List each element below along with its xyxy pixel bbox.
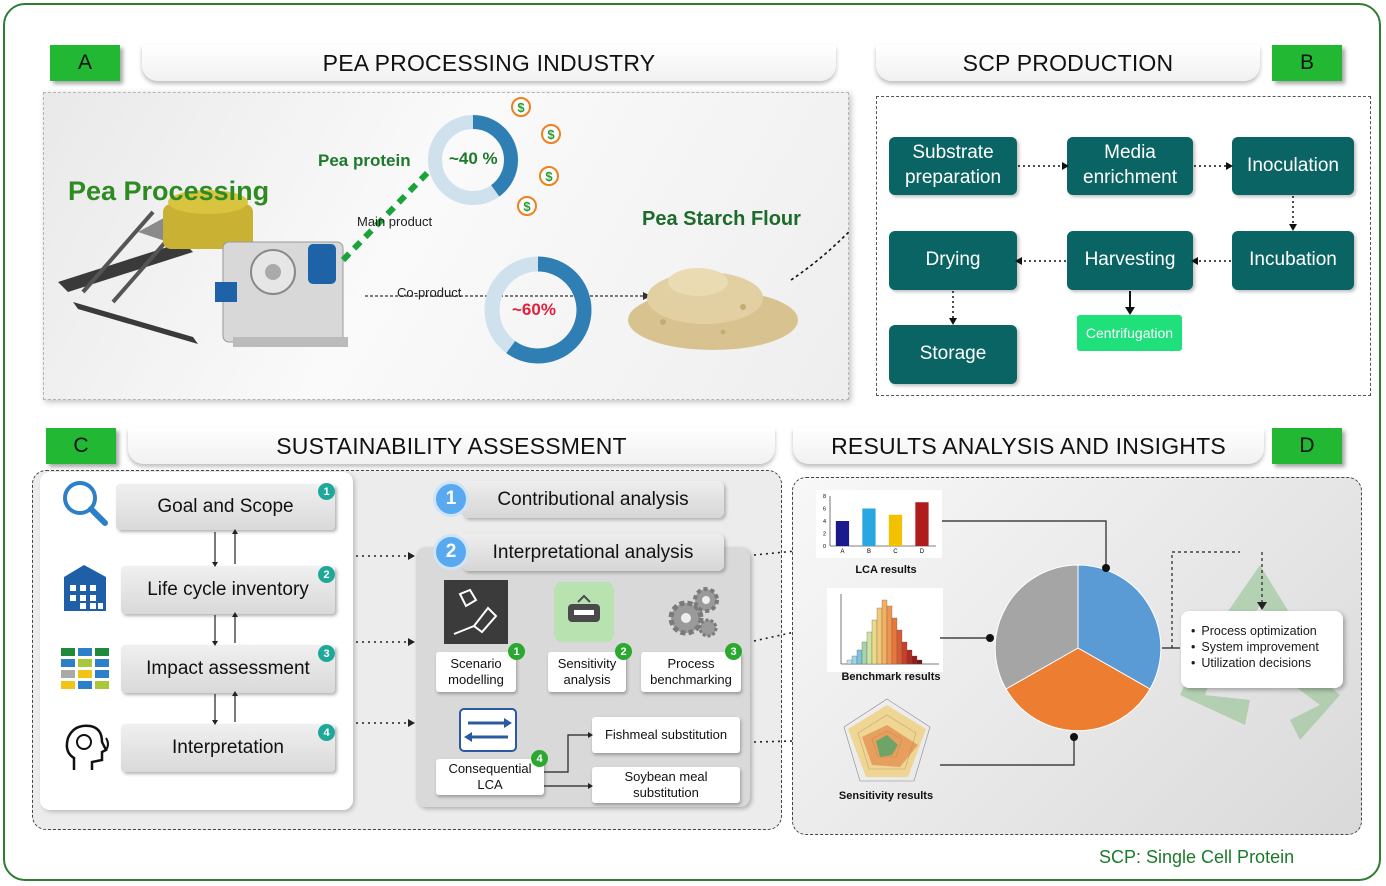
results-pie-chart: [940, 520, 1240, 766]
lca-tick-label: 0: [823, 544, 826, 550]
panel-c-label: C: [46, 428, 116, 464]
lca-category-label: B: [867, 549, 871, 555]
benchmark-results-caption: Benchmark results: [841, 671, 941, 683]
consequential-lca-label: Consequential LCA: [436, 759, 544, 795]
panel-c-title: SUSTAINABILITY ASSESSMENT: [128, 428, 775, 464]
starch-flour-label: Pea Starch Flour: [642, 208, 801, 230]
lca-category-label: D: [920, 549, 925, 555]
pea-processing-machine-illustration: [58, 190, 348, 347]
tool-badge: 1: [508, 643, 525, 660]
head-icon: [65, 724, 109, 770]
co-product-label: Co-product: [397, 285, 462, 300]
step-badge: 1: [318, 483, 335, 500]
main-product-label: Main product: [357, 214, 433, 229]
contributional-analysis-box: Contributional analysis: [462, 481, 724, 518]
main-product-link: [340, 164, 436, 263]
inoculation-step: Inoculation: [1232, 137, 1354, 195]
lca-results-caption: LCA results: [855, 564, 917, 576]
panel-a-title: PEA PROCESSING INDUSTRY: [142, 45, 836, 81]
panel-d-label: D: [1272, 428, 1342, 464]
footnote: SCP: Single Cell Protein: [1099, 847, 1295, 867]
panel-a-label: A: [50, 45, 120, 81]
panel-b-title: SCP PRODUCTION: [876, 45, 1260, 81]
panel-a-graphics: $ $ $ $: [58, 97, 849, 364]
lca-category-label: C: [893, 549, 898, 555]
insight-item: Process optimization: [1191, 623, 1343, 639]
svg-text:$: $: [517, 100, 525, 115]
soybean-meal-substitution-box: Soybean meal substitution: [592, 767, 740, 803]
lca-category-label: A: [840, 549, 844, 555]
magnifier-icon: [63, 481, 108, 526]
sensitivity-analysis-label: Sensitivity analysis: [548, 652, 626, 692]
matrix-icon: [61, 648, 109, 689]
impact-assessment-step: Impact assessment: [121, 645, 335, 693]
storage-step: Storage: [889, 325, 1017, 384]
pea-processing-title: Pea Processing: [68, 176, 270, 206]
lca-tick-label: 4: [823, 519, 826, 525]
lca-tick-label: 6: [823, 507, 826, 513]
lca-bar: [888, 514, 903, 546]
panel-d-title: RESULTS ANALYSIS AND INSIGHTS: [793, 428, 1264, 464]
sensitivity-radar-chart: [843, 698, 931, 782]
insight-item: Utilization decisions: [1191, 655, 1343, 671]
insight-arrow: [1257, 552, 1267, 610]
lca-tick-label: 2: [823, 532, 826, 538]
goal-scope-step: Goal and Scope: [116, 484, 335, 530]
svg-text:$: $: [523, 199, 531, 214]
starch-flour-illustration: [628, 268, 798, 350]
scenario-modelling-icon: [444, 580, 508, 644]
scenario-modelling-label: Scenario modelling: [436, 652, 516, 692]
insight-item: System improvement: [1191, 639, 1343, 655]
fishmeal-substitution-box: Fishmeal substitution: [592, 717, 740, 753]
step-badge: 4: [318, 724, 335, 741]
pea-protein-label: Pea protein: [318, 151, 411, 170]
substrate-preparation-step: Substrate preparation: [889, 137, 1017, 195]
gears-icon: [668, 587, 719, 638]
panel-b-label: B: [1272, 45, 1342, 81]
lca-bar-chart: A B C D 0 2 4 6 8: [816, 490, 942, 558]
interpretational-number: 2: [433, 534, 469, 570]
process-benchmarking-label: Process benchmarking: [641, 652, 741, 692]
outer-frame: [3, 3, 1381, 881]
consequential-arrows: [544, 732, 593, 789]
step-badge: 2: [318, 566, 335, 583]
media-enrichment-step: Media enrichment: [1067, 137, 1193, 195]
interpretation-step: Interpretation: [121, 724, 335, 772]
svg-text:$: $: [547, 127, 555, 142]
svg-text:$: $: [545, 169, 553, 184]
lca-bar: [835, 521, 850, 546]
consequential-lca-icon: [459, 708, 517, 752]
benchmark-histogram: [827, 588, 943, 672]
tool-badge: 4: [531, 750, 548, 767]
protein-donut: [428, 115, 518, 205]
lca-bar: [915, 502, 929, 546]
starch-share-label: ~60%: [512, 300, 556, 319]
lca-step-arrows: [212, 529, 415, 727]
harvesting-step: Harvesting: [1067, 231, 1193, 290]
tool-badge: 2: [615, 643, 632, 660]
sensitivity-results-caption: Sensitivity results: [838, 790, 934, 802]
sensitivity-analysis-icon: [554, 582, 614, 642]
life-cycle-inventory-step: Life cycle inventory: [121, 566, 335, 614]
lca-bar: [862, 508, 876, 546]
drying-step: Drying: [889, 231, 1017, 290]
dollar-coin-icon: $ $ $ $: [511, 97, 561, 216]
contributional-number: 1: [433, 481, 469, 517]
protein-share-label: ~40 %: [449, 149, 498, 168]
centrifugation-step: Centrifugation: [1077, 315, 1182, 351]
interpretational-analysis-box: Interpretational analysis: [462, 534, 724, 571]
tool-badge: 3: [725, 643, 742, 660]
building-icon: [64, 565, 106, 611]
incubation-step: Incubation: [1232, 231, 1354, 290]
step-badge: 3: [318, 645, 335, 662]
scp-flow-arrows: [949, 162, 1297, 325]
insights-box: Process optimization System improvement …: [1181, 611, 1343, 688]
starch-donut: [484, 256, 592, 364]
lca-tick-label: 8: [823, 494, 826, 500]
